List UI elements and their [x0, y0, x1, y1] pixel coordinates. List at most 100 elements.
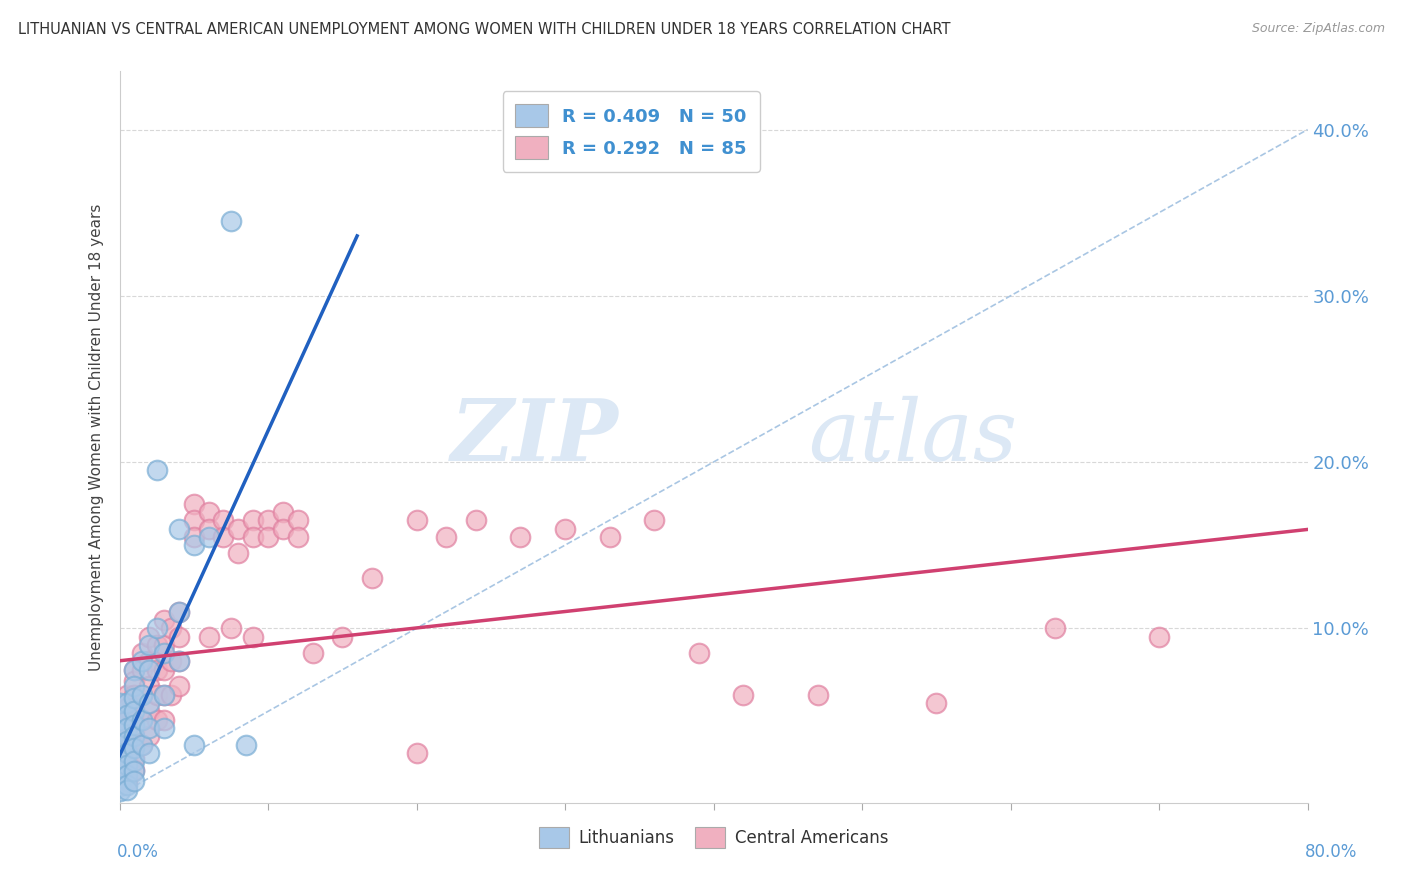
Point	[160, 688, 183, 702]
Point	[138, 663, 160, 677]
Point	[138, 721, 160, 735]
Point	[108, 738, 131, 752]
Point	[145, 713, 167, 727]
Point	[464, 513, 488, 527]
Point	[153, 688, 176, 702]
Point	[167, 655, 190, 669]
Point	[167, 605, 190, 619]
Point	[108, 717, 131, 731]
Point	[153, 663, 176, 677]
Point	[115, 763, 138, 777]
Point	[108, 754, 131, 768]
Point	[1043, 621, 1066, 635]
Point	[183, 530, 205, 544]
Point	[108, 746, 131, 760]
Point	[733, 688, 755, 702]
Point	[219, 621, 242, 635]
Point	[124, 764, 146, 779]
Point	[145, 463, 167, 477]
Point	[124, 754, 146, 768]
Point	[167, 680, 190, 694]
Point	[688, 646, 710, 660]
Point	[108, 754, 131, 768]
Point	[115, 738, 138, 752]
Point	[124, 751, 146, 765]
Point	[145, 621, 167, 635]
Point	[115, 696, 138, 710]
Point	[108, 729, 131, 743]
Point	[183, 513, 205, 527]
Point	[153, 713, 176, 727]
Point	[287, 530, 309, 544]
Point	[167, 655, 190, 669]
Point	[257, 513, 280, 527]
Point	[242, 530, 264, 544]
Point	[138, 638, 160, 652]
Point	[115, 734, 138, 748]
Point	[219, 214, 242, 228]
Point	[108, 705, 131, 719]
Point	[183, 738, 205, 752]
Point	[124, 740, 146, 755]
Point	[183, 538, 205, 552]
Point	[131, 688, 153, 702]
Point	[138, 705, 160, 719]
Point	[131, 646, 153, 660]
Point	[228, 546, 250, 560]
Point	[131, 713, 153, 727]
Point	[153, 613, 176, 627]
Point	[301, 646, 323, 660]
Point	[153, 638, 176, 652]
Point	[509, 530, 531, 544]
Point	[643, 513, 665, 527]
Point	[124, 774, 146, 789]
Point	[925, 696, 948, 710]
Legend: Lithuanians, Central Americans: Lithuanians, Central Americans	[531, 821, 896, 855]
Point	[271, 521, 294, 535]
Point	[138, 746, 160, 760]
Point	[212, 530, 235, 544]
Point	[115, 767, 138, 781]
Point	[108, 763, 131, 777]
Point	[108, 740, 131, 755]
Point	[131, 738, 153, 752]
Text: 0.0%: 0.0%	[117, 843, 159, 861]
Point	[124, 713, 146, 727]
Text: LITHUANIAN VS CENTRAL AMERICAN UNEMPLOYMENT AMONG WOMEN WITH CHILDREN UNDER 18 Y: LITHUANIAN VS CENTRAL AMERICAN UNEMPLOYM…	[18, 22, 950, 37]
Point	[138, 680, 160, 694]
Point	[145, 688, 167, 702]
Point	[108, 779, 131, 793]
Point	[153, 721, 176, 735]
Point	[138, 729, 160, 743]
Point	[197, 521, 219, 535]
Point	[405, 746, 427, 760]
Point	[108, 696, 131, 710]
Point	[115, 713, 138, 727]
Point	[131, 713, 153, 727]
Point	[153, 646, 176, 660]
Point	[167, 605, 190, 619]
Point	[242, 630, 264, 644]
Point	[167, 630, 190, 644]
Point	[115, 701, 138, 715]
Point	[124, 663, 146, 677]
Point	[183, 497, 205, 511]
Text: ZIP: ZIP	[451, 395, 619, 479]
Y-axis label: Unemployment Among Women with Children Under 18 years: Unemployment Among Women with Children U…	[89, 203, 104, 671]
Point	[115, 778, 138, 792]
Point	[124, 717, 146, 731]
Point	[160, 621, 183, 635]
Text: 80.0%: 80.0%	[1305, 843, 1357, 861]
Point	[124, 691, 146, 706]
Point	[212, 513, 235, 527]
Point	[167, 521, 190, 535]
Point	[124, 705, 146, 719]
Point	[124, 763, 146, 777]
Point	[806, 688, 828, 702]
Point	[131, 688, 153, 702]
Point	[115, 688, 138, 702]
Point	[257, 530, 280, 544]
Point	[124, 729, 146, 743]
Point	[108, 724, 131, 739]
Point	[197, 630, 219, 644]
